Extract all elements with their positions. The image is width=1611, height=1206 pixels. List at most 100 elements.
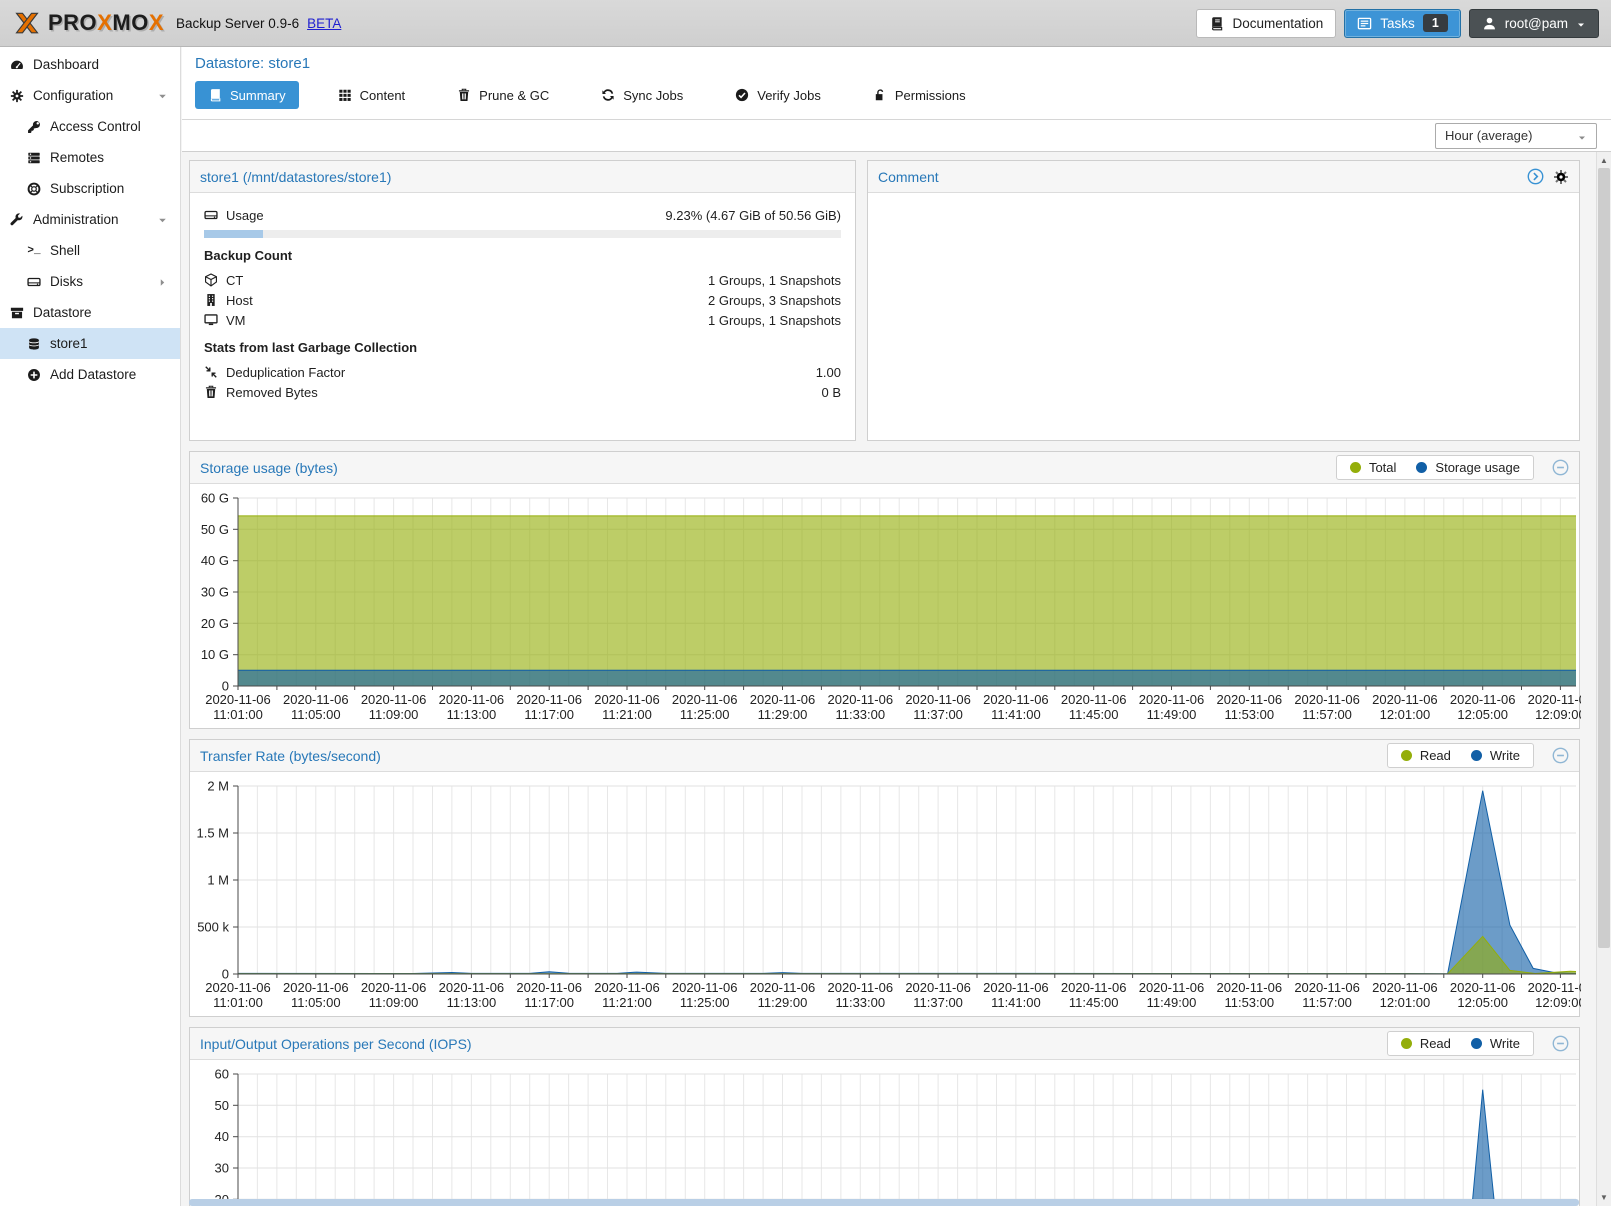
vertical-scrollbar[interactable]: ▲ ▼ bbox=[1596, 152, 1611, 1206]
collapse-chart-icon[interactable] bbox=[1552, 459, 1569, 476]
sidebar-item-administration[interactable]: Administration bbox=[0, 204, 180, 235]
legend-dot bbox=[1400, 750, 1412, 761]
svg-text:11:25:00: 11:25:00 bbox=[680, 707, 730, 722]
svg-text:11:09:00: 11:09:00 bbox=[369, 707, 419, 722]
svg-text:11:45:00: 11:45:00 bbox=[1069, 995, 1119, 1010]
scroll-down-arrow[interactable]: ▼ bbox=[1600, 1193, 1608, 1202]
sidebar-item-store1[interactable]: store1 bbox=[0, 328, 180, 359]
svg-text:2020-11-06: 2020-11-06 bbox=[828, 692, 894, 707]
svg-text:50: 50 bbox=[215, 1098, 229, 1113]
svg-text:2020-11-06: 2020-11-06 bbox=[1528, 692, 1581, 707]
beta-link[interactable]: BETA bbox=[307, 15, 342, 31]
chart-plot: 01020304050602020-11-0611:01:002020-11-0… bbox=[215, 1067, 1576, 1206]
sidebar-item-subscription[interactable]: Subscription bbox=[0, 173, 180, 204]
svg-text:11:13:00: 11:13:00 bbox=[447, 995, 497, 1010]
key-icon bbox=[27, 120, 41, 134]
sync-icon bbox=[601, 88, 615, 102]
sidebar-item-add-datastore[interactable]: Add Datastore bbox=[0, 359, 180, 390]
svg-text:2020-11-06: 2020-11-06 bbox=[828, 980, 894, 995]
collapse-chart-icon[interactable] bbox=[1552, 747, 1569, 764]
legend-item-storage-usage[interactable]: Storage usage bbox=[1416, 460, 1520, 475]
circle-arrow-icon[interactable] bbox=[1527, 168, 1544, 185]
datastore-icon bbox=[10, 306, 24, 320]
svg-text:40: 40 bbox=[215, 1129, 229, 1144]
svg-text:2 M: 2 M bbox=[207, 779, 229, 794]
gc-stat-row: Deduplication Factor 1.00 bbox=[202, 362, 843, 382]
svg-text:11:53:00: 11:53:00 bbox=[1224, 707, 1274, 722]
tab-prune-gc[interactable]: Prune & GC bbox=[444, 81, 562, 109]
svg-text:11:29:00: 11:29:00 bbox=[758, 995, 808, 1010]
grid-icon bbox=[338, 88, 352, 102]
hdd-icon bbox=[27, 275, 41, 289]
tab-permissions[interactable]: Permissions bbox=[860, 81, 979, 109]
chart-title: Input/Output Operations per Second (IOPS… bbox=[200, 1035, 472, 1052]
svg-text:30 G: 30 G bbox=[201, 585, 229, 600]
tab-sync-jobs[interactable]: Sync Jobs bbox=[588, 81, 696, 109]
sidebar-item-configuration[interactable]: Configuration bbox=[0, 80, 180, 111]
backup-count-row: CT 1 Groups, 1 Snapshots bbox=[202, 270, 843, 290]
sidebar-item-access-control[interactable]: Access Control bbox=[0, 111, 180, 142]
svg-text:2020-11-06: 2020-11-06 bbox=[905, 980, 971, 995]
sidebar-item-label: Datastore bbox=[33, 305, 92, 320]
user-menu-button[interactable]: root@pam bbox=[1468, 8, 1599, 38]
legend-item-total[interactable]: Total bbox=[1349, 460, 1396, 475]
tab-label: Verify Jobs bbox=[757, 87, 821, 103]
hdd-icon bbox=[204, 208, 218, 222]
svg-text:1 M: 1 M bbox=[207, 873, 229, 888]
gears-icon bbox=[10, 89, 24, 103]
usage-progress-bar bbox=[204, 230, 841, 238]
sidebar-item-disks[interactable]: Disks bbox=[0, 266, 180, 297]
svg-text:2020-11-06: 2020-11-06 bbox=[205, 692, 271, 707]
svg-text:11:57:00: 11:57:00 bbox=[1302, 995, 1352, 1010]
svg-text:11:37:00: 11:37:00 bbox=[913, 995, 963, 1010]
svg-text:2020-11-06: 2020-11-06 bbox=[205, 980, 271, 995]
tab-content[interactable]: Content bbox=[325, 81, 419, 109]
legend-item-write[interactable]: Write bbox=[1470, 748, 1520, 763]
sidebar-item-dashboard[interactable]: Dashboard bbox=[0, 49, 180, 80]
svg-text:12:09:00: 12:09:00 bbox=[1535, 995, 1581, 1010]
brand-letter: X bbox=[148, 10, 165, 35]
sidebar-item-datastore[interactable]: Datastore bbox=[0, 297, 180, 328]
backup-count-label: VM bbox=[226, 312, 246, 328]
svg-text:12:09:00: 12:09:00 bbox=[1535, 707, 1581, 722]
legend-label: Read bbox=[1419, 748, 1451, 763]
legend-item-read[interactable]: Read bbox=[1400, 1036, 1451, 1051]
documentation-button[interactable]: Documentation bbox=[1196, 8, 1337, 38]
lifering-icon bbox=[27, 182, 41, 196]
gc-stat-label: Deduplication Factor bbox=[226, 364, 346, 380]
legend-item-read[interactable]: Read bbox=[1400, 748, 1451, 763]
svg-text:11:45:00: 11:45:00 bbox=[1069, 707, 1119, 722]
collapse-chart-icon[interactable] bbox=[1552, 1035, 1569, 1052]
svg-text:12:01:00: 12:01:00 bbox=[1380, 995, 1431, 1010]
chevron-down-icon[interactable] bbox=[157, 214, 168, 225]
svg-text:40 G: 40 G bbox=[201, 553, 229, 568]
svg-text:2020-11-06: 2020-11-06 bbox=[983, 980, 1049, 995]
sidebar-item-shell[interactable]: >_ Shell bbox=[0, 235, 180, 266]
chart-panel-2: Input/Output Operations per Second (IOPS… bbox=[189, 1027, 1580, 1206]
svg-text:11:17:00: 11:17:00 bbox=[524, 995, 574, 1010]
tab-summary[interactable]: Summary bbox=[195, 81, 299, 109]
svg-text:2020-11-06: 2020-11-06 bbox=[1217, 692, 1283, 707]
horizontal-scrollbar[interactable] bbox=[189, 1199, 1579, 1206]
tab-label: Sync Jobs bbox=[623, 87, 684, 103]
chevron-down-icon[interactable] bbox=[157, 90, 168, 101]
scroll-up-arrow[interactable]: ▲ bbox=[1600, 156, 1608, 165]
sidebar-item-remotes[interactable]: Remotes bbox=[0, 142, 180, 173]
tab-label: Permissions bbox=[894, 87, 966, 103]
backup-count-value: 1 Groups, 1 Snapshots bbox=[708, 312, 841, 328]
vertical-scrollbar-thumb[interactable] bbox=[1598, 168, 1610, 948]
panel-title: store1 (/mnt/datastores/store1) bbox=[200, 168, 392, 185]
comment-body[interactable] bbox=[868, 193, 1579, 440]
svg-text:11:49:00: 11:49:00 bbox=[1147, 995, 1197, 1010]
tasks-button[interactable]: Tasks 1 bbox=[1344, 8, 1461, 38]
chart-plot: 010 G20 G30 G40 G50 G60 G2020-11-0611:01… bbox=[201, 491, 1581, 723]
svg-text:2020-11-06: 2020-11-06 bbox=[361, 692, 427, 707]
gear-icon[interactable] bbox=[1553, 169, 1569, 185]
legend-item-write[interactable]: Write bbox=[1470, 1036, 1520, 1051]
horizontal-scrollbar-thumb[interactable] bbox=[189, 1199, 1579, 1206]
product-version: Backup Server 0.9-6 bbox=[176, 15, 300, 31]
tab-verify-jobs[interactable]: Verify Jobs bbox=[722, 81, 834, 109]
chevron-right-icon[interactable] bbox=[157, 276, 168, 287]
time-range-select[interactable]: Hour (average) bbox=[1435, 122, 1597, 149]
chart-legend: Total Storage usage bbox=[1335, 455, 1534, 480]
